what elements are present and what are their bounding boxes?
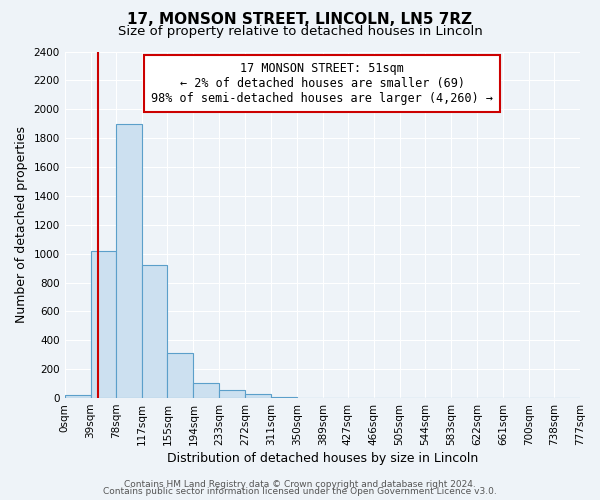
Bar [245, 394, 271, 398]
Bar [271, 396, 297, 398]
Text: 17 MONSON STREET: 51sqm
← 2% of detached houses are smaller (69)
98% of semi-det: 17 MONSON STREET: 51sqm ← 2% of detached… [151, 62, 493, 105]
Bar [167, 352, 193, 398]
Bar [116, 124, 142, 398]
Text: Size of property relative to detached houses in Lincoln: Size of property relative to detached ho… [118, 25, 482, 38]
Y-axis label: Number of detached properties: Number of detached properties [15, 126, 28, 324]
Bar [142, 265, 167, 398]
Bar [91, 251, 116, 398]
Bar [65, 395, 91, 398]
X-axis label: Distribution of detached houses by size in Lincoln: Distribution of detached houses by size … [167, 452, 478, 465]
Bar [219, 390, 245, 398]
Text: Contains public sector information licensed under the Open Government Licence v3: Contains public sector information licen… [103, 487, 497, 496]
Bar [193, 383, 219, 398]
Text: 17, MONSON STREET, LINCOLN, LN5 7RZ: 17, MONSON STREET, LINCOLN, LN5 7RZ [127, 12, 473, 28]
Text: Contains HM Land Registry data © Crown copyright and database right 2024.: Contains HM Land Registry data © Crown c… [124, 480, 476, 489]
